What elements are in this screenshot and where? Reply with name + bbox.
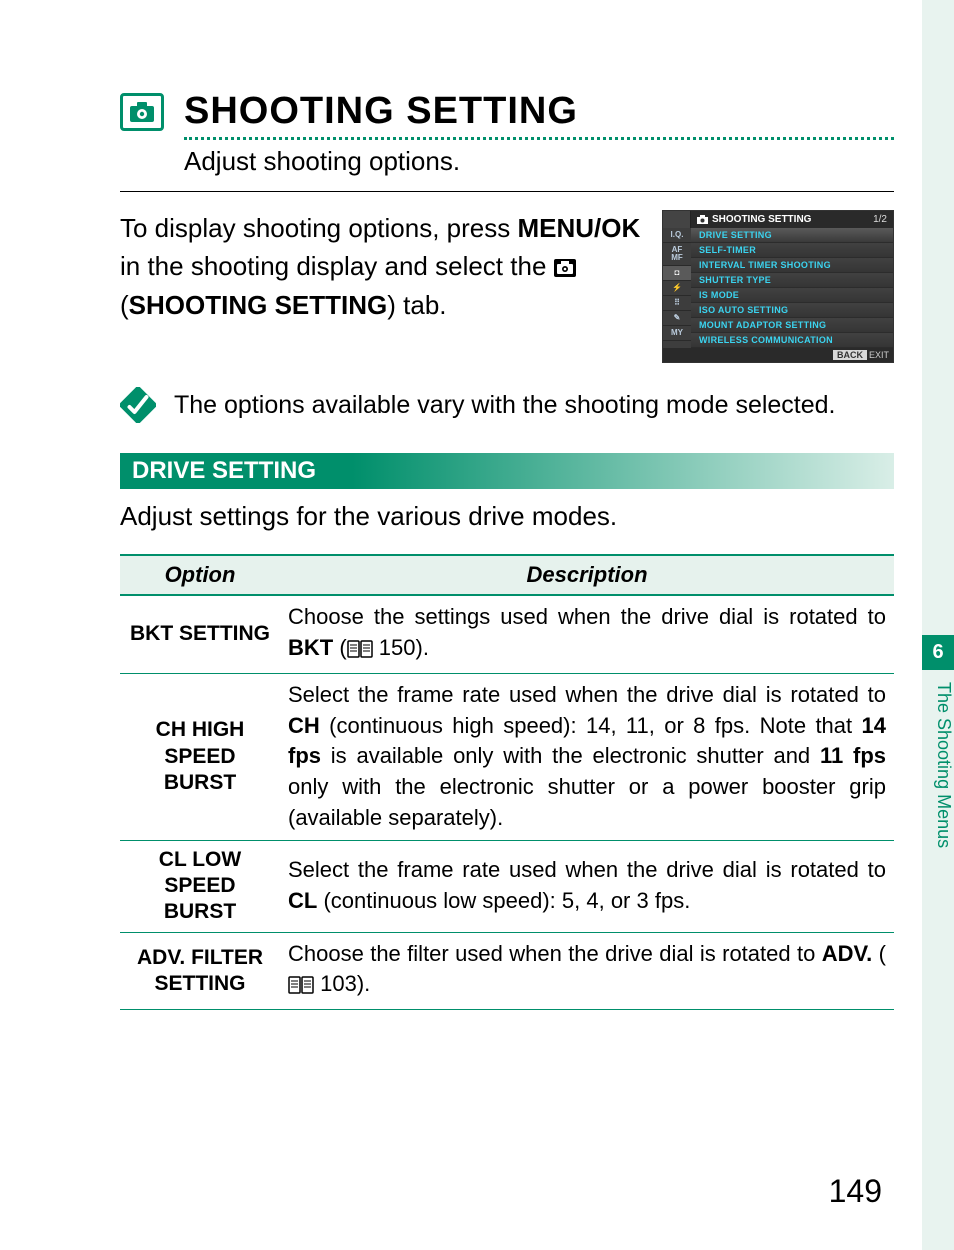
table-header-description: Description xyxy=(280,555,894,595)
description-cell: Select the frame rate used when the driv… xyxy=(280,673,894,840)
option-cell: ADV. FILTER SETTING xyxy=(120,932,280,1010)
note-icon xyxy=(120,387,156,423)
solid-divider xyxy=(120,191,894,192)
page-ref-icon xyxy=(288,972,314,1003)
table-row: BKT SETTING Choose the settings used whe… xyxy=(120,595,894,673)
menu-item: IS MODE xyxy=(691,288,893,303)
menu-item: WIRELESS COMMUNICATION xyxy=(691,333,893,348)
table-row: CL LOW SPEED BURST Select the frame rate… xyxy=(120,840,894,932)
menu-screenshot-items: DRIVE SETTING SELF-TIMER INTERVAL TIMER … xyxy=(691,228,893,348)
table-row: CH HIGH SPEED BURST Select the frame rat… xyxy=(120,673,894,840)
option-cell: CH HIGH SPEED BURST xyxy=(120,673,280,840)
note-text: The options available vary with the shoo… xyxy=(174,387,836,423)
page-ref-icon xyxy=(347,636,373,667)
page-number: 149 xyxy=(829,1173,882,1210)
menu-screenshot: SHOOTING SETTING 1/2 I.Q. AF MF ◘ ⚡ ⠿ ✎ … xyxy=(662,210,894,363)
description-cell: Select the frame rate used when the driv… xyxy=(280,840,894,932)
menu-item: ISO AUTO SETTING xyxy=(691,303,893,318)
option-cell: CL LOW SPEED BURST xyxy=(120,840,280,932)
menu-item: MOUNT ADAPTOR SETTING xyxy=(691,318,893,333)
page-title: SHOOTING SETTING xyxy=(184,90,894,133)
menu-item: SHUTTER TYPE xyxy=(691,273,893,288)
camera-setting-icon xyxy=(120,93,164,131)
option-cell: BKT SETTING xyxy=(120,595,280,673)
menu-screenshot-title: SHOOTING SETTING xyxy=(712,214,811,225)
intro-text: To display shooting options, press MENU/… xyxy=(120,210,644,325)
section-heading: DRIVE SETTING xyxy=(120,453,894,489)
page-subtitle: Adjust shooting options. xyxy=(184,146,894,177)
menu-item: DRIVE SETTING xyxy=(691,228,893,243)
description-cell: Choose the filter used when the drive di… xyxy=(280,932,894,1010)
menu-screenshot-footer: BACKEXIT xyxy=(663,348,893,362)
table-header-option: Option xyxy=(120,555,280,595)
menu-item: INTERVAL TIMER SHOOTING xyxy=(691,258,893,273)
dotted-divider xyxy=(184,137,894,140)
description-cell: Choose the settings used when the drive … xyxy=(280,595,894,673)
drive-setting-table: Option Description BKT SETTING Choose th… xyxy=(120,554,894,1010)
section-desc: Adjust settings for the various drive mo… xyxy=(120,501,894,532)
menu-screenshot-side-icons: I.Q. AF MF ◘ ⚡ ⠿ ✎ MY xyxy=(663,228,691,348)
shooting-setting-inline-icon xyxy=(554,250,576,288)
menu-item: SELF-TIMER xyxy=(691,243,893,258)
menu-screenshot-pager: 1/2 xyxy=(867,211,893,228)
table-row: ADV. FILTER SETTING Choose the filter us… xyxy=(120,932,894,1010)
